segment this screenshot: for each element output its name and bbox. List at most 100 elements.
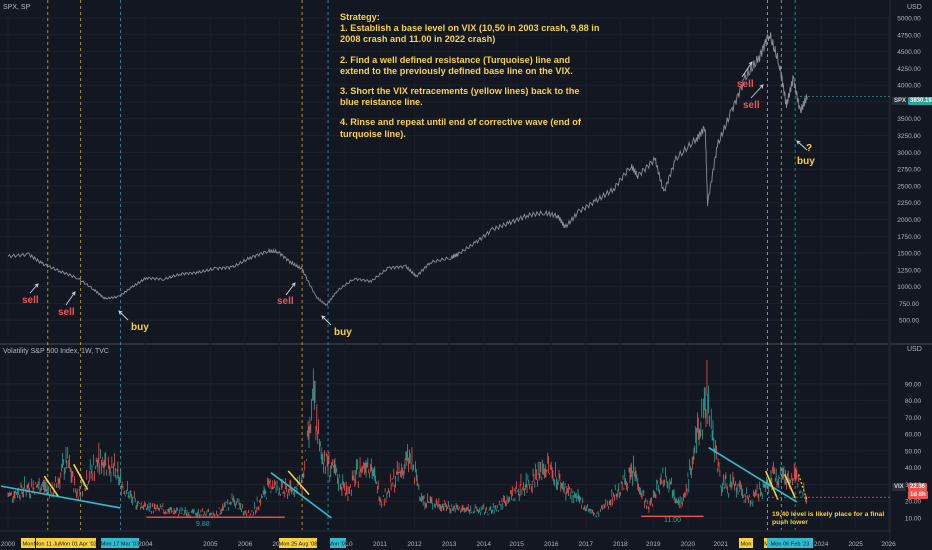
x-tick-label: 2017 [579,541,594,548]
x-tick-label: 2019 [646,541,661,548]
spx-y-tick-label: 3500.00 [897,116,921,123]
date-flag [101,538,139,548]
vix-y-tick-label: 80.00 [905,398,922,405]
date-flag [21,538,35,548]
spx-y-tick-label: 2750.00 [897,167,921,174]
spx-y-tick-label: 4500.00 [897,49,921,56]
x-tick-label: 2011 [373,541,387,548]
annotation-arrow [285,282,296,296]
annotation-arrow [118,310,129,321]
x-tick-label: 2025 [848,541,863,548]
annotation-arrow [29,283,39,294]
spx-y-tick-label: 3250.00 [897,133,921,140]
date-flag-label: Mon 06 Feb '23 [771,542,810,548]
spx-y-tick-label: 1250.00 [897,267,921,274]
strategy-step-3: 3. Short the VIX retracements (yellow li… [340,86,580,108]
spx-y-tick-label: 4000.00 [897,83,921,90]
annotation-arrow [65,291,76,306]
date-flag [767,538,813,548]
buy-label-2: buy [334,327,352,338]
annotation-arrowhead [71,291,76,296]
sell-label-5: sell [743,100,760,111]
annotation-arrowhead [748,61,753,66]
date-flag [739,538,753,548]
annotation-arrowhead [759,84,764,89]
date-flag-label: Mon 25 Aug '08 [279,542,318,548]
vix-base-level-label-2: 11.00 [664,517,681,524]
x-tick-label: 2004 [138,541,153,548]
vix-y-tick-label: 90.00 [905,381,922,388]
resistance-line [270,472,332,519]
x-tick-label: 2000 [1,541,16,548]
question-mark-label: ? [806,143,813,154]
date-flag [330,538,346,548]
vix-y-tick-label: 70.00 [905,415,922,422]
annotation-arrow [796,140,808,151]
strategy-text-block: Strategy: 1. Establish a base level on VI… [340,12,600,149]
resistance-line [0,485,121,509]
sell-label-4: sell [737,79,754,90]
vix-ticker-badge: VIX [892,483,906,491]
spx-y-tick-label: 1000.00 [897,284,921,291]
date-flag-label: Mon '09 [328,542,348,548]
x-tick-label: 2006 [238,541,253,548]
x-tick-label: 2021 [714,541,729,548]
strategy-step-1: 1. Establish a base level on VIX (10,50 … [340,23,600,45]
spx-currency-label: USD [907,4,922,11]
date-flag-label: Mon 11 Jun [34,542,63,548]
x-tick-label: 2014 [477,541,492,548]
date-flag-label: Mon 17 Mar '03 [101,542,140,548]
retracement-line [765,470,779,500]
vix-y-tick-label: 10.00 [905,516,922,523]
x-tick-label: 2012 [407,541,422,548]
spx-y-tick-label: 1500.00 [897,251,921,258]
spx-y-tick-label: 4250.00 [897,66,921,73]
spx-y-tick-label: 2250.00 [897,200,921,207]
annotation-arrowhead [321,315,326,320]
spx-y-tick-label: 500.00 [899,318,919,325]
spx-y-tick-label: 750.00 [899,301,919,308]
annotation-arrow [321,315,332,326]
retracement-line [73,463,89,490]
sell-label-2: sell [58,307,75,318]
spx-ticker-badge: SPX [892,97,909,105]
projected-retracement-line [798,474,808,502]
annotation-arrow [741,61,753,78]
x-tick-label: 2015 [509,541,524,548]
annotation-arrowhead [34,283,39,288]
x-tick-label: 2024 [814,541,829,548]
vix-y-tick-label: 50.00 [905,448,922,455]
retracement-line [43,475,59,497]
date-flag-label: Mon [741,542,752,548]
strategy-title: Strategy: 1. Establish a base level on VI… [340,12,600,45]
annotation-arrowhead [291,282,296,287]
buy-label-3: buy [797,156,815,167]
annotation-arrow [750,84,764,99]
x-tick-label: 2005 [203,541,218,548]
vix-note: 19,40 level is likely place for a final … [772,511,885,526]
spx-y-tick-label: 1750.00 [897,234,921,241]
vix-y-tick-label: 20.00 [905,499,922,506]
x-tick-label: 2016 [544,541,559,548]
sell-label-3: sell [277,296,294,307]
strategy-step-2: 2. Find a well defined resistance (Turqu… [340,54,573,76]
spx-series-line [7,32,808,306]
retracement-line [287,470,310,496]
date-flag [279,538,317,548]
annotation-arrowhead [796,140,801,145]
vix-countdown-badge: 1d 8h [908,491,928,499]
resistance-line [708,446,798,503]
spx-y-tick-label: 2000.00 [897,217,921,224]
spx-price-badge: 3830.19 [908,97,932,105]
annotation-arrowhead [118,310,123,315]
buy-label-1: buy [131,322,149,333]
strategy-step-4: 4. Rinse and repeat until end of correct… [340,117,581,139]
x-tick-label: 2018 [613,541,628,548]
date-flag [36,538,60,548]
vix-base-level-label-1: 9.88 [196,521,210,528]
x-tick-label: 2013 [442,541,457,548]
date-flag-label: Mon [23,542,34,548]
vix-symbol-label: Volatility S&P 500 Index, 1W, TVC [3,348,109,355]
